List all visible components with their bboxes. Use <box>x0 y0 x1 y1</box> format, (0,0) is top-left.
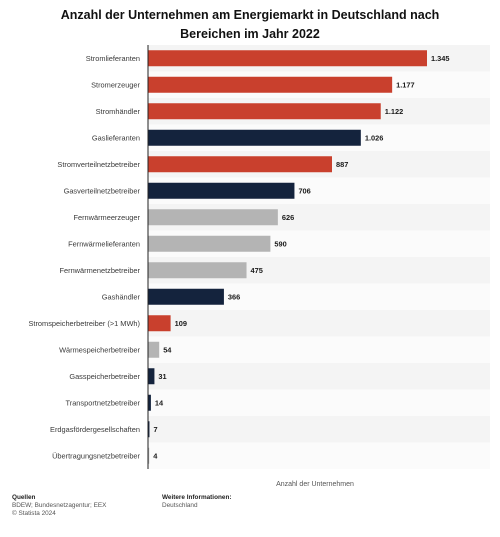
category-label: Transportnetzbetreiber <box>66 398 141 407</box>
row-background <box>148 336 490 363</box>
value-label: 14 <box>155 398 164 407</box>
bar[interactable] <box>148 182 295 199</box>
category-label: Stromerzeuger <box>91 80 140 89</box>
value-label: 109 <box>175 319 187 328</box>
info-heading: Weitere Informationen: <box>162 494 232 501</box>
category-label: Fernwärmeerzeuger <box>73 213 140 222</box>
bar[interactable] <box>148 156 332 173</box>
bar[interactable] <box>148 394 151 411</box>
category-label: Erdgasfördergesellschaften <box>50 425 140 434</box>
value-label: 706 <box>298 186 310 195</box>
chart-title: Anzahl der Unternehmen am Energiemarkt i… <box>60 8 440 41</box>
value-label: 1.122 <box>385 107 404 116</box>
value-label: 7 <box>153 425 157 434</box>
value-label: 887 <box>336 160 348 169</box>
row-background <box>148 310 490 337</box>
category-label: Gasverteilnetzbetreiber <box>64 186 141 195</box>
category-label: Wärmespeicherbetreiber <box>59 345 140 354</box>
sources-heading: Quellen <box>12 494 36 501</box>
category-label: Fernwärmelieferanten <box>68 239 140 248</box>
bar[interactable] <box>148 315 171 332</box>
bar[interactable] <box>148 209 278 226</box>
bar[interactable] <box>148 76 393 93</box>
category-label: Gashändler <box>102 292 141 301</box>
bar[interactable] <box>148 129 361 146</box>
bar[interactable] <box>148 262 247 279</box>
bar[interactable] <box>148 288 224 305</box>
value-label: 4 <box>153 451 158 460</box>
sources-block: Quellen BDEW; Bundesnetzagentur; EEX © S… <box>12 494 106 519</box>
bar[interactable] <box>148 447 150 464</box>
value-label: 1.026 <box>365 133 384 142</box>
category-label: Stromspeicherbetreiber (>1 MWh) <box>28 319 140 328</box>
sources-text: BDEW; Bundesnetzagentur; EEX <box>12 502 107 510</box>
bar[interactable] <box>148 103 381 120</box>
category-label: Fernwärmenetzbetreiber <box>59 266 140 275</box>
x-axis-title: Anzahl der Unternehmen <box>276 481 354 488</box>
row-background <box>148 363 490 390</box>
info-block: Weitere Informationen: Deutschland <box>162 494 231 510</box>
category-label: Übertragungsnetzbetreiber <box>52 451 140 460</box>
info-text: Deutschland <box>162 502 198 510</box>
bar[interactable] <box>148 235 271 252</box>
value-label: 475 <box>251 266 263 275</box>
bar[interactable] <box>148 341 160 358</box>
value-label: 54 <box>163 345 172 354</box>
value-label: 31 <box>158 372 166 381</box>
category-label: Stromlieferanten <box>86 54 140 63</box>
category-label: Stromverteilnetzbetreiber <box>57 160 140 169</box>
value-label: 590 <box>274 239 286 248</box>
value-label: 1.345 <box>431 54 450 63</box>
value-label: 626 <box>282 213 294 222</box>
category-label: Stromhändler <box>96 107 141 116</box>
copyright-text: © Statista 2024 <box>12 510 56 518</box>
bar[interactable] <box>148 421 150 438</box>
category-label: Gasspeicherbetreiber <box>69 372 140 381</box>
row-background <box>148 442 490 469</box>
row-background <box>148 416 490 443</box>
bar-layer: Stromlieferanten 1.345 Stromerzeuger 1.177 S… <box>28 50 450 464</box>
value-label: 1.177 <box>396 80 415 89</box>
row-background <box>148 389 490 416</box>
bar[interactable] <box>148 368 155 385</box>
bar[interactable] <box>148 50 427 67</box>
value-label: 366 <box>228 292 240 301</box>
category-label: Gaslieferanten <box>92 133 140 142</box>
